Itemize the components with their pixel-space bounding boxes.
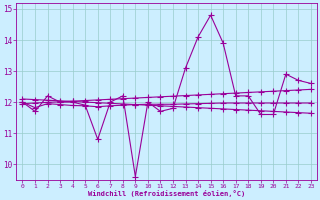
X-axis label: Windchill (Refroidissement éolien,°C): Windchill (Refroidissement éolien,°C)	[88, 190, 245, 197]
